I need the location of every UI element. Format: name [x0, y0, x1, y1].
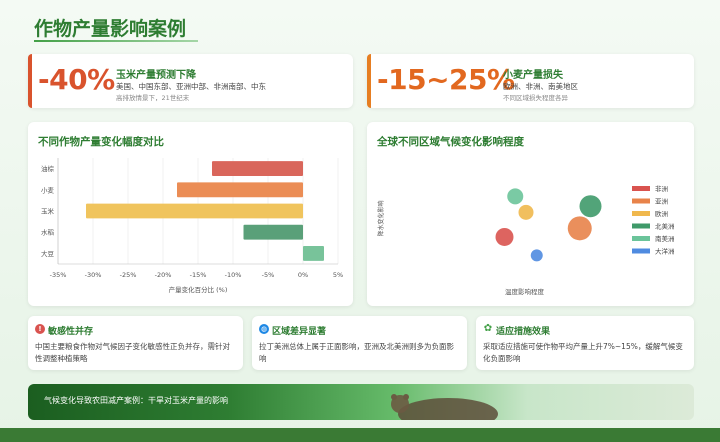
- accent-bar: [367, 54, 371, 108]
- y-tick-label: 水稻: [41, 228, 55, 237]
- x-tick-label: 5%: [333, 271, 343, 279]
- legend-swatch: [632, 186, 650, 191]
- legend-swatch: [632, 236, 650, 241]
- info-heading: 适应措施效果: [496, 327, 551, 337]
- bar-油棕: [212, 161, 303, 177]
- legend-swatch: [632, 211, 650, 216]
- bubble-南美洲: [507, 188, 524, 205]
- info-heading: 敏感性并存: [48, 327, 94, 337]
- bar-水稻: [243, 224, 303, 240]
- x-tick-label: -20%: [155, 271, 172, 279]
- y-tick-label: 小麦: [41, 185, 55, 194]
- y-tick-label: 油棕: [41, 164, 55, 173]
- bubble-北美洲: [579, 195, 602, 218]
- legend-swatch: [632, 198, 650, 204]
- legend-label: 亚洲: [655, 198, 668, 206]
- bar-大豆: [303, 245, 324, 261]
- bear-silhouette-image: [391, 394, 498, 420]
- legend-label: 南美洲: [655, 234, 675, 243]
- stat-note: 不同区域损失程度各异: [503, 94, 568, 102]
- legend-label: 非洲: [655, 184, 668, 193]
- stat-note: 高排放情景下，21世纪末: [116, 94, 190, 102]
- title-underline: [34, 40, 198, 42]
- info-card-regional: ◍ 区域差异显著 拉丁美洲总体上属于正面影响，亚洲及北美洲则多为负面影响: [252, 316, 467, 370]
- chart-title: 不同作物产量变化幅度对比: [38, 136, 164, 148]
- info-body: 采取适应措施可使作物平均产量上升7%~15%，缓解气候变化负面影响: [483, 342, 683, 363]
- bubble-亚洲: [567, 216, 592, 241]
- info-heading: 区域差异显著: [272, 327, 327, 337]
- bubble-非洲: [495, 227, 514, 246]
- bar-玉米: [86, 203, 303, 219]
- x-tick-label: 0%: [298, 271, 308, 279]
- case-banner: 气候变化导致农田减产案例：干旱对玉米产量的影响: [28, 384, 694, 420]
- stat-regions: 欧洲、非洲、南美地区: [503, 82, 578, 91]
- x-tick-label: -30%: [85, 271, 102, 279]
- alert-icon: !: [35, 324, 45, 334]
- y-tick-label: 玉米: [41, 207, 55, 216]
- chart-title: 全球不同区域气候变化影响程度: [377, 136, 524, 148]
- x-axis-title: 产量变化百分比 (%): [169, 285, 228, 294]
- stat-heading: 玉米产量预测下降: [116, 70, 196, 81]
- stat-value: -40%: [38, 63, 115, 96]
- page-title: 作物产量影响案例: [34, 18, 187, 40]
- legend-label: 北美洲: [655, 222, 675, 231]
- legend-label: 大洋洲: [655, 247, 675, 256]
- footer-strip: [0, 428, 720, 442]
- y-tick-label: 大豆: [41, 249, 55, 258]
- y-axis-title: 降水变化影响: [377, 200, 385, 236]
- x-tick-label: -10%: [225, 271, 242, 279]
- stat-regions: 美国、中国东部、亚洲中部、非洲南部、中东: [116, 82, 266, 91]
- info-card-adaptation: ✿ 适应措施效果 采取适应措施可使作物平均产量上升7%~15%，缓解气候变化负面…: [476, 316, 694, 370]
- bar-小麦: [177, 182, 303, 198]
- stat-heading: 小麦产量损失: [503, 70, 563, 81]
- legend-swatch: [632, 223, 650, 229]
- sprout-icon: ✿: [483, 323, 493, 334]
- x-tick-label: -15%: [190, 271, 207, 279]
- x-tick-label: -35%: [50, 271, 67, 279]
- legend-swatch: [632, 248, 650, 254]
- info-card-sensitivity: ! 敏感性并存 中国主要粮食作物对气候因子变化敏感性正负并存，需针对性调整种植策…: [28, 316, 243, 370]
- accent-bar: [28, 54, 32, 108]
- bubble-大洋洲: [530, 249, 543, 262]
- region-bubble-chart-card: 全球不同区域气候变化影响程度 降水变化影响温度影响程度 非洲亚洲欧洲北美洲南美洲大…: [367, 122, 694, 306]
- legend-label: 欧洲: [655, 209, 668, 218]
- stat-card-corn: -40% 玉米产量预测下降 美国、中国东部、亚洲中部、非洲南部、中东 高排放情景…: [28, 54, 353, 108]
- stat-value: -15~25%: [377, 63, 515, 96]
- info-body: 拉丁美洲总体上属于正面影响，亚洲及北美洲则多为负面影响: [259, 342, 454, 363]
- stat-card-wheat: -15~25% 小麦产量损失 欧洲、非洲、南美地区 不同区域损失程度各异: [367, 54, 694, 108]
- info-body: 中国主要粮食作物对气候因子变化敏感性正负并存，需针对性调整种植策略: [35, 342, 230, 363]
- x-tick-label: -5%: [262, 271, 275, 279]
- globe-icon: ◍: [259, 324, 269, 334]
- crop-bar-chart-card: 不同作物产量变化幅度对比 -35% -30% -25% -20% -15% -10% -5%…: [28, 122, 353, 306]
- x-axis-title: 温度影响程度: [505, 287, 545, 296]
- bubble-欧洲: [518, 204, 534, 220]
- x-tick-label: -25%: [120, 271, 137, 279]
- bar-chart: -35% -30% -25% -20% -15% -10% -5% 0% 5% 产量变化百分比 (…: [41, 158, 343, 294]
- banner-caption: 气候变化导致农田减产案例：干旱对玉米产量的影响: [44, 396, 228, 405]
